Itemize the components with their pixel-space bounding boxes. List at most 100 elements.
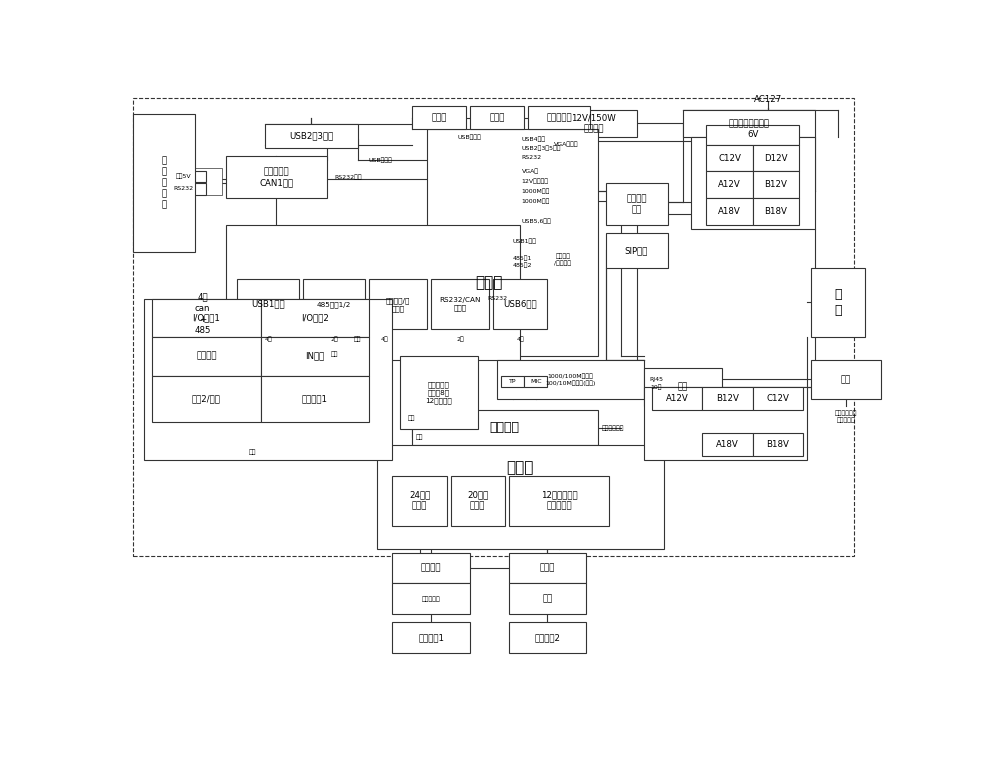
Text: 本安5V: 本安5V bbox=[175, 173, 191, 180]
Bar bbox=[753, 144, 799, 172]
Text: RS232: RS232 bbox=[487, 296, 507, 301]
Bar bbox=[606, 183, 668, 226]
Bar bbox=[160, 171, 206, 182]
Bar bbox=[392, 583, 470, 614]
Text: 母板: 母板 bbox=[249, 450, 257, 455]
Bar bbox=[152, 298, 261, 337]
Text: 核心控制板
CAN1隔离: 核心控制板 CAN1隔离 bbox=[259, 167, 293, 187]
Text: AC127: AC127 bbox=[754, 95, 782, 104]
Text: RS232: RS232 bbox=[173, 187, 193, 191]
Text: A18V: A18V bbox=[716, 440, 739, 449]
Bar bbox=[133, 98, 854, 557]
Text: RS232/CAN
转换板: RS232/CAN 转换板 bbox=[439, 298, 481, 312]
Text: SIP模块: SIP模块 bbox=[625, 246, 648, 255]
Text: D12V: D12V bbox=[764, 154, 788, 162]
Bar bbox=[702, 387, 753, 410]
Bar bbox=[369, 280, 427, 330]
Text: 12V电源端口: 12V电源端口 bbox=[522, 178, 549, 184]
Text: A18V: A18V bbox=[718, 208, 741, 216]
Bar bbox=[753, 387, 803, 410]
Text: USB连接线: USB连接线 bbox=[458, 134, 482, 140]
Text: 24路开
关量入: 24路开 关量入 bbox=[409, 490, 430, 511]
Text: 1000/100M交换机
100/10M交换机(选配): 1000/100M交换机 100/10M交换机(选配) bbox=[545, 373, 596, 386]
Text: 20路开
关量出: 20路开 关量出 bbox=[467, 490, 488, 511]
Text: B12V: B12V bbox=[716, 394, 739, 403]
Text: IN模块: IN模块 bbox=[305, 351, 324, 361]
Text: 工控机: 工控机 bbox=[476, 276, 503, 291]
Bar bbox=[160, 183, 206, 194]
Bar bbox=[303, 280, 365, 330]
Text: RS232: RS232 bbox=[522, 155, 542, 160]
Bar bbox=[392, 476, 447, 526]
Text: 2座: 2座 bbox=[457, 337, 464, 342]
Text: USB6隔离: USB6隔离 bbox=[503, 300, 537, 308]
Text: 母板: 母板 bbox=[330, 351, 338, 357]
Text: 调速模块: 调速模块 bbox=[421, 564, 441, 572]
Bar bbox=[261, 376, 369, 422]
Text: I/O模块2: I/O模块2 bbox=[301, 313, 329, 323]
Text: B12V: B12V bbox=[765, 180, 787, 190]
Text: 通信模块: 通信模块 bbox=[196, 351, 217, 361]
Bar bbox=[431, 280, 489, 330]
Text: 线束: 线束 bbox=[416, 434, 423, 440]
Text: 液晶驱动板: 液晶驱动板 bbox=[546, 113, 572, 122]
Bar bbox=[133, 114, 195, 252]
Text: 485口1: 485口1 bbox=[512, 255, 532, 261]
Text: C12V: C12V bbox=[767, 394, 789, 403]
Text: USB2、3、5端口: USB2、3、5端口 bbox=[522, 145, 561, 152]
Bar bbox=[528, 106, 590, 129]
Bar bbox=[144, 298, 392, 460]
Text: I/O模块1: I/O模块1 bbox=[192, 313, 220, 323]
Bar bbox=[644, 387, 807, 460]
Text: 密放: 密放 bbox=[678, 383, 688, 391]
Bar bbox=[412, 106, 466, 129]
Text: 12路输入开关
量频率复用: 12路输入开关 量频率复用 bbox=[541, 490, 577, 511]
Text: 485口2: 485口2 bbox=[512, 262, 532, 268]
Text: VGA口: VGA口 bbox=[522, 169, 539, 174]
Bar bbox=[753, 172, 799, 198]
Bar bbox=[524, 376, 547, 387]
Bar bbox=[427, 129, 598, 356]
Bar bbox=[706, 172, 753, 198]
Bar bbox=[493, 280, 547, 330]
Text: RJ45: RJ45 bbox=[649, 377, 663, 382]
Bar bbox=[392, 553, 470, 583]
Text: 2座: 2座 bbox=[330, 337, 338, 342]
Text: 1000M网口: 1000M网口 bbox=[522, 198, 550, 204]
Bar bbox=[509, 622, 586, 653]
Bar bbox=[753, 198, 799, 226]
Text: 电源监测
电路: 电源监测 电路 bbox=[626, 194, 647, 214]
Text: 手柄: 手柄 bbox=[841, 375, 851, 384]
Bar bbox=[811, 360, 881, 398]
Bar bbox=[652, 387, 702, 410]
Bar bbox=[551, 110, 637, 137]
Text: 电流模拟量: 电流模拟量 bbox=[422, 596, 440, 601]
Text: 母板: 母板 bbox=[354, 337, 361, 342]
Bar bbox=[811, 268, 865, 337]
Bar bbox=[226, 226, 520, 360]
Text: 485隔离1/2: 485隔离1/2 bbox=[317, 301, 351, 308]
Text: 12V/150W
开关电源: 12V/150W 开关电源 bbox=[572, 113, 616, 134]
Text: 4座: 4座 bbox=[516, 337, 524, 342]
Text: 4芯
can
+
485: 4芯 can + 485 bbox=[194, 293, 211, 335]
Bar bbox=[261, 298, 369, 337]
Text: 变压器及保险电路: 变压器及保险电路 bbox=[728, 119, 769, 128]
Bar bbox=[377, 445, 664, 549]
Text: USB1隔离: USB1隔离 bbox=[252, 300, 285, 308]
Text: B18V: B18V bbox=[765, 208, 787, 216]
Text: 转换板: 转换板 bbox=[540, 564, 555, 572]
Text: USB4端口: USB4端口 bbox=[522, 137, 546, 142]
Text: 喇
叭: 喇 叭 bbox=[834, 288, 842, 317]
Text: A12V: A12V bbox=[718, 180, 741, 190]
Text: 接线板: 接线板 bbox=[507, 461, 534, 476]
Text: USB2、3端口: USB2、3端口 bbox=[289, 131, 333, 141]
Text: 沿线上呼开关: 沿线上呼开关 bbox=[602, 425, 624, 430]
Text: USB5,6端口: USB5,6端口 bbox=[522, 219, 552, 224]
Text: B18V: B18V bbox=[767, 440, 789, 449]
Text: 触摸板: 触摸板 bbox=[431, 113, 447, 122]
Text: 音频输入/输
出隔离: 音频输入/输 出隔离 bbox=[386, 297, 410, 312]
Bar bbox=[226, 156, 326, 198]
Bar bbox=[644, 368, 722, 406]
Bar bbox=[706, 144, 753, 172]
Text: 显示屏: 显示屏 bbox=[489, 113, 505, 122]
